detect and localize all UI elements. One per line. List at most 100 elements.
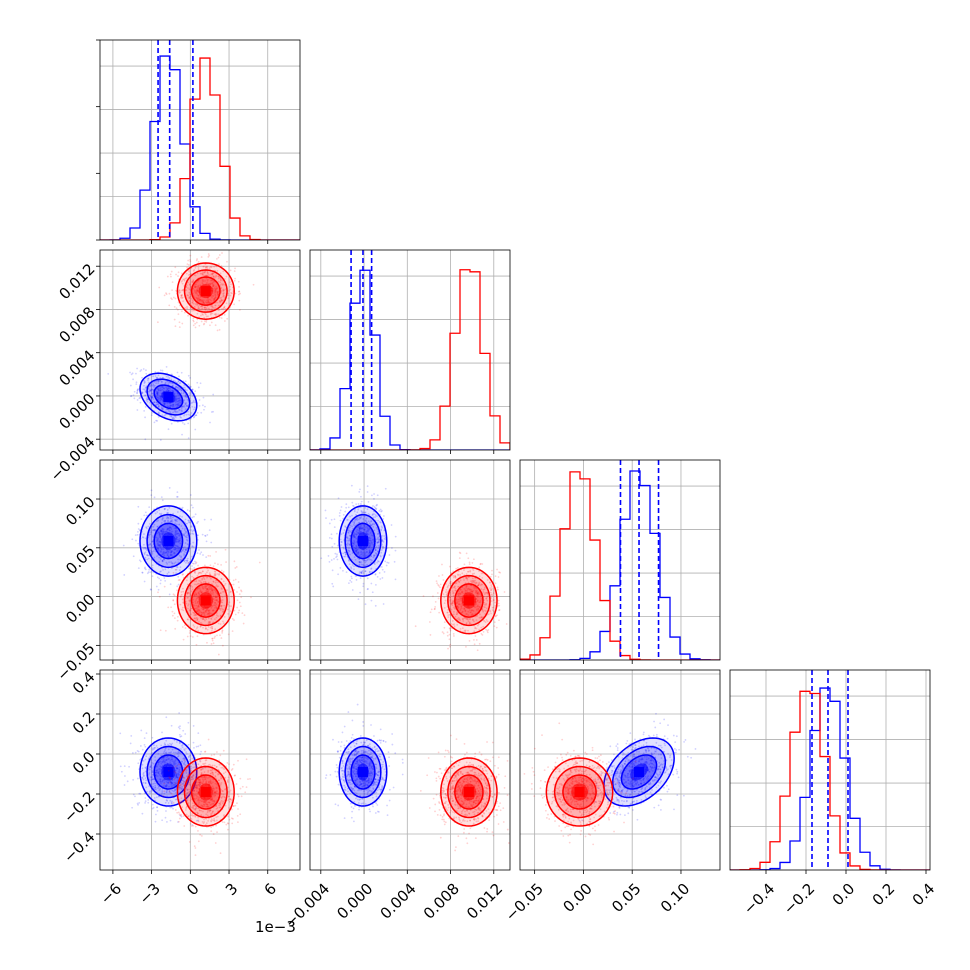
scatter-point bbox=[178, 523, 181, 526]
scatter-point bbox=[197, 295, 200, 297]
scatter-point bbox=[193, 284, 196, 287]
scatter-point bbox=[211, 273, 214, 276]
scatter-point bbox=[212, 272, 214, 275]
scatter-point bbox=[364, 519, 367, 522]
scatter-point bbox=[144, 745, 147, 748]
scatter-point bbox=[364, 526, 367, 529]
scatter-point bbox=[200, 305, 202, 308]
scatter-point bbox=[154, 371, 157, 373]
scatter-point bbox=[144, 381, 146, 384]
scatter-point bbox=[494, 615, 497, 618]
scatter-point bbox=[379, 554, 382, 557]
scatter-point bbox=[214, 601, 217, 604]
scatter-point bbox=[376, 533, 379, 536]
scatter-point bbox=[360, 495, 362, 498]
scatter-point bbox=[185, 289, 188, 291]
scatter-point bbox=[434, 606, 437, 608]
scatter-point bbox=[174, 297, 177, 300]
scatter-point bbox=[129, 371, 131, 374]
scatter-point bbox=[221, 644, 224, 647]
scatter-point bbox=[489, 575, 492, 578]
scatter-point bbox=[188, 587, 191, 590]
scatter-point bbox=[167, 606, 170, 609]
scatter-point bbox=[207, 274, 209, 277]
scatter-point bbox=[210, 312, 212, 315]
scatter-point bbox=[359, 527, 361, 529]
scatter-point bbox=[144, 567, 146, 570]
scatter-point bbox=[180, 389, 183, 392]
scatter-point bbox=[437, 597, 440, 600]
scatter-point bbox=[176, 495, 179, 498]
scatter-point bbox=[195, 285, 198, 288]
scatter-point bbox=[356, 531, 359, 534]
scatter-point bbox=[162, 402, 165, 405]
scatter-point bbox=[351, 564, 354, 566]
scatter-point bbox=[196, 610, 199, 613]
scatter-point bbox=[220, 300, 223, 302]
scatter-point bbox=[167, 381, 169, 383]
scatter-point bbox=[364, 570, 367, 573]
scatter-point bbox=[141, 571, 144, 574]
scatter-point bbox=[161, 408, 164, 411]
scatter-point bbox=[373, 554, 376, 557]
scatter-point bbox=[207, 315, 209, 318]
panel-frame bbox=[309, 249, 511, 451]
scatter-point bbox=[193, 611, 196, 614]
scatter-point bbox=[164, 413, 167, 416]
scatter-point bbox=[167, 519, 169, 522]
scatter-point bbox=[195, 583, 198, 586]
scatter-point bbox=[378, 538, 381, 541]
scatter-point bbox=[159, 541, 162, 544]
scatter-point bbox=[214, 276, 217, 278]
scatter-point bbox=[162, 553, 164, 555]
scatter-point bbox=[174, 544, 177, 547]
scatter-point bbox=[175, 527, 178, 530]
scatter-point bbox=[205, 274, 208, 277]
scatter-point bbox=[196, 610, 199, 612]
scatter-point bbox=[177, 271, 180, 274]
scatter-point bbox=[160, 532, 163, 535]
scatter-point bbox=[170, 520, 172, 523]
scatter-point bbox=[343, 547, 346, 550]
scatter-point bbox=[226, 317, 229, 320]
scatter-point bbox=[151, 803, 154, 806]
scatter-point bbox=[175, 565, 178, 568]
scatter-point bbox=[162, 551, 165, 554]
scatter-point bbox=[498, 604, 501, 607]
scatter-point bbox=[358, 571, 361, 574]
scatter-point bbox=[199, 296, 202, 298]
scatter-point bbox=[221, 601, 224, 604]
scatter-point bbox=[173, 305, 176, 308]
scatter-point bbox=[207, 302, 210, 304]
scatter-point bbox=[190, 402, 193, 404]
scatter-point bbox=[188, 632, 191, 634]
scatter-point bbox=[219, 615, 222, 618]
scatter-point bbox=[170, 606, 173, 609]
scatter-point bbox=[491, 573, 493, 576]
scatter-point bbox=[181, 527, 184, 530]
scatter-point bbox=[166, 402, 169, 405]
scatter-point bbox=[230, 283, 232, 286]
scatter-point bbox=[366, 588, 369, 591]
scatter-point bbox=[201, 273, 204, 276]
scatter-point bbox=[193, 617, 196, 620]
scatter-point bbox=[144, 405, 147, 408]
scatter-point bbox=[156, 525, 159, 528]
scatter-point bbox=[198, 307, 200, 310]
scatter-point bbox=[361, 570, 364, 572]
scatter-point bbox=[180, 392, 183, 395]
scatter-point bbox=[159, 439, 162, 441]
scatter-point bbox=[498, 571, 500, 574]
scatter-point bbox=[200, 611, 203, 614]
scatter-point bbox=[221, 252, 223, 254]
scatter-point bbox=[367, 528, 370, 531]
scatter-point bbox=[191, 405, 194, 408]
scatter-point bbox=[229, 590, 232, 593]
scatter-point bbox=[343, 529, 346, 531]
scatter-point bbox=[146, 398, 148, 401]
scatter-point bbox=[206, 612, 209, 615]
scatter-point bbox=[362, 559, 365, 562]
scatter-point bbox=[184, 733, 187, 735]
scatter-point bbox=[360, 500, 363, 503]
scatter-point bbox=[213, 570, 216, 573]
